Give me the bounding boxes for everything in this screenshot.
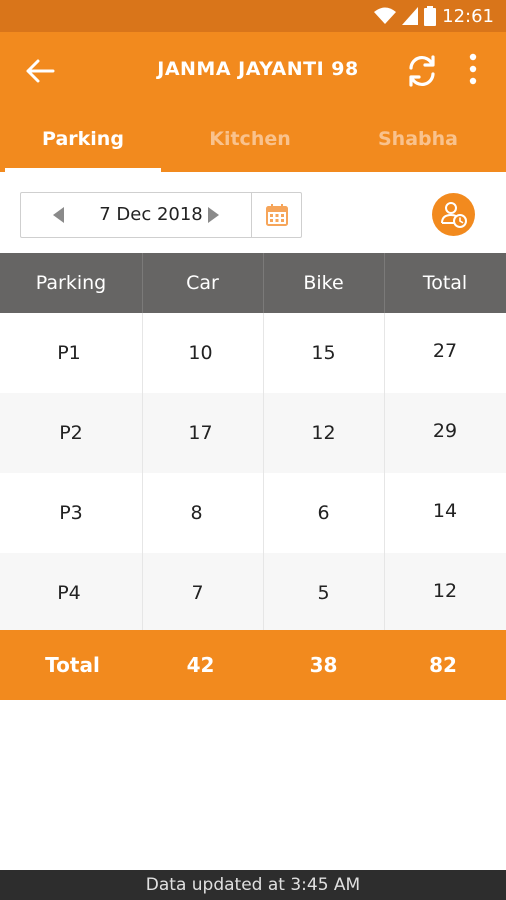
tab-shabha[interactable]: Shabha	[378, 128, 458, 150]
car-count: 17	[188, 422, 213, 444]
row-label: P1	[57, 342, 81, 364]
refresh-icon[interactable]	[403, 52, 441, 90]
tab-parking[interactable]: Parking	[42, 128, 124, 150]
bike-count: 5	[317, 582, 330, 604]
calendar-icon[interactable]	[265, 203, 289, 227]
clock: 12:61	[442, 5, 494, 27]
table-row: P1 10 15 27	[0, 313, 506, 393]
app-bar: JANMA JAYANTI 98	[0, 32, 506, 110]
selected-date: 7 Dec 2018	[99, 204, 203, 225]
car-count: 10	[188, 342, 213, 364]
table-row: P2 17 12 29	[0, 393, 506, 473]
row-label: P3	[59, 502, 83, 524]
column-header-total: Total	[422, 272, 468, 294]
page-title: JANMA JAYANTI 98	[157, 58, 359, 80]
back-arrow-icon[interactable]	[22, 54, 56, 88]
column-header-bike: Bike	[303, 272, 344, 294]
row-label: P4	[57, 582, 81, 604]
status-bar: 12:61	[0, 0, 506, 32]
chevron-right-icon[interactable]	[207, 207, 219, 223]
data-updated-footer: Data updated at 3:45 AM	[0, 870, 506, 900]
grand-total: 82	[429, 653, 457, 677]
active-tab-indicator	[5, 168, 161, 172]
column-header-car: Car	[186, 272, 219, 294]
battery-icon	[424, 6, 437, 26]
table-header: Parking Car Bike Total	[0, 253, 506, 313]
chevron-left-icon[interactable]	[53, 207, 65, 223]
car-total: 42	[186, 653, 215, 677]
totals-row: Total 42 38 82	[0, 630, 506, 700]
row-total: 27	[432, 340, 458, 362]
signal-icon	[402, 7, 419, 25]
user-history-icon	[441, 202, 467, 228]
row-total: 29	[432, 420, 458, 442]
column-divider	[384, 313, 385, 630]
header-divider	[384, 253, 385, 313]
history-button[interactable]	[432, 193, 475, 236]
table-row: P3 8 6 14	[0, 473, 506, 553]
column-divider	[263, 313, 264, 630]
car-count: 8	[190, 502, 203, 524]
status-icons: 12:61	[374, 5, 494, 27]
column-header-parking: Parking	[35, 272, 107, 294]
date-selector: 7 Dec 2018	[20, 192, 302, 238]
row-total: 14	[432, 500, 458, 522]
car-count: 7	[191, 582, 204, 604]
totals-label: Total	[45, 653, 100, 677]
bike-count: 12	[311, 422, 336, 444]
table-row: P4 7 5 12	[0, 553, 506, 633]
tab-bar: Parking Kitchen Shabha	[0, 110, 506, 172]
bike-total: 38	[309, 653, 338, 677]
bike-count: 6	[317, 502, 330, 524]
row-label: P2	[59, 422, 83, 444]
more-vert-icon[interactable]	[466, 52, 480, 86]
header-divider	[142, 253, 143, 313]
bike-count: 15	[311, 342, 336, 364]
row-total: 12	[432, 580, 458, 602]
wifi-icon	[374, 7, 397, 24]
tab-kitchen[interactable]: Kitchen	[209, 128, 291, 150]
header-divider	[263, 253, 264, 313]
date-divider	[251, 193, 252, 237]
column-divider	[142, 313, 143, 630]
